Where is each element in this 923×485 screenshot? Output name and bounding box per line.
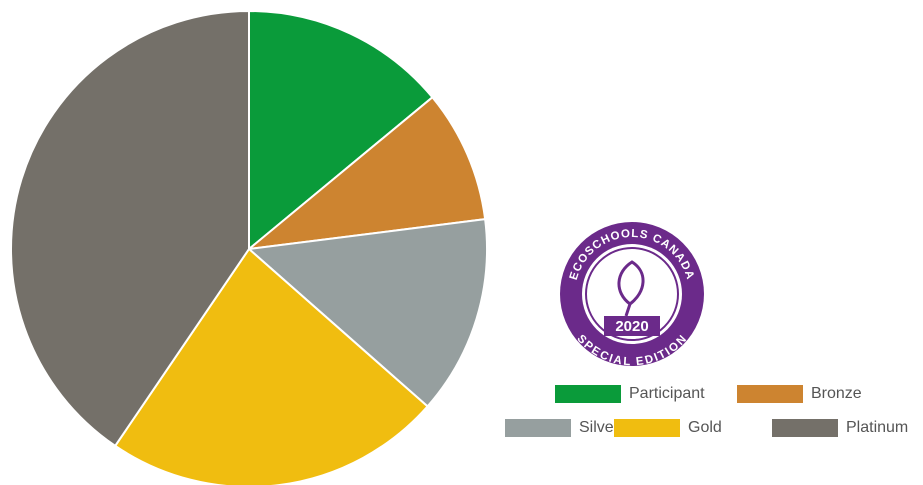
legend-label: Bronze [811,385,862,402]
badge-inner-line [585,247,679,341]
legend-label: Silver [579,419,620,436]
pie-slice [248,9,434,252]
pie-slice [113,247,429,485]
badge-year: 2020 [615,318,648,335]
legend-label: Platinum [846,419,908,436]
pie-slice [246,218,488,408]
legend-swatch [772,419,838,437]
legend-label: Participant [629,385,705,402]
pie-slice [245,95,487,251]
legend-swatch [505,419,571,437]
legend-swatch [555,385,621,403]
legend-swatch [737,385,803,403]
legend-swatch [614,419,680,437]
badge-year-box [604,316,660,336]
pie-slice [10,9,250,448]
badge-leaf [617,260,645,317]
badge: 2020 ECOSCHOOLS CANADA SPECIAL EDITION [560,222,704,368]
legend-label: Gold [688,419,722,436]
